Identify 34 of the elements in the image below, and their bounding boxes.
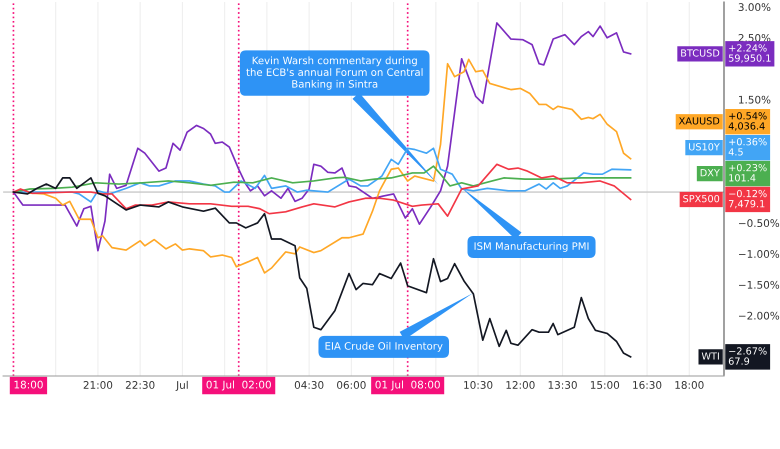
x-tick-label: 10:30 <box>464 381 492 389</box>
text: +2.24% 59,950.1 <box>728 44 771 63</box>
y-tick-label: 1.50% <box>739 96 770 104</box>
x-tick-label: 13:30 <box>548 381 577 389</box>
y-tick-label: −0.50% <box>738 219 780 228</box>
x-tick-label: 12:00 <box>506 381 535 389</box>
y-tick-label: −1.50% <box>738 280 780 289</box>
text: −0.12% 7,479.1 <box>728 190 767 208</box>
x-tick-label: 18:00 <box>675 381 704 389</box>
x-tick-label: 22:30 <box>126 381 154 389</box>
text: −2.67% 67.9 <box>728 347 767 365</box>
x-tick-label: Jul <box>176 380 188 391</box>
annotation: ISM Manufacturing PMI <box>474 242 588 252</box>
ref-line-label: 01 Jul 08:00 <box>375 380 440 390</box>
annotation: Kevin Warsh commentary during the ECB's annual Forum on Central Banking in Sintra <box>246 56 423 90</box>
text: WTI <box>702 352 719 360</box>
text: DXY <box>700 169 720 176</box>
text: BTCUSD <box>681 49 720 57</box>
x-tick-label: 04:30 <box>294 381 324 389</box>
y-tick-label: −1.00% <box>738 250 780 258</box>
text: US10Y <box>689 143 720 150</box>
y-tick-label: −2.00% <box>738 312 780 320</box>
text: +0.36% 4.5 <box>728 138 767 156</box>
y-tick-label: 3.00% <box>738 3 770 12</box>
x-tick-label: 15:00 <box>590 381 620 389</box>
annotation: EIA Crude Oil Inventory <box>326 342 443 352</box>
x-tick-label: 06:00 <box>337 381 366 389</box>
text: XAUUSD <box>678 117 720 125</box>
x-tick-label: 21:00 <box>84 381 112 389</box>
text: +0.54% 4,036.4 <box>728 112 767 131</box>
text: SPX500 <box>683 194 720 202</box>
ref-line-label: 01 Jul 02:00 <box>206 380 271 390</box>
x-tick-label: 16:30 <box>633 381 662 389</box>
text: +0.23% 101.4 <box>729 164 767 182</box>
